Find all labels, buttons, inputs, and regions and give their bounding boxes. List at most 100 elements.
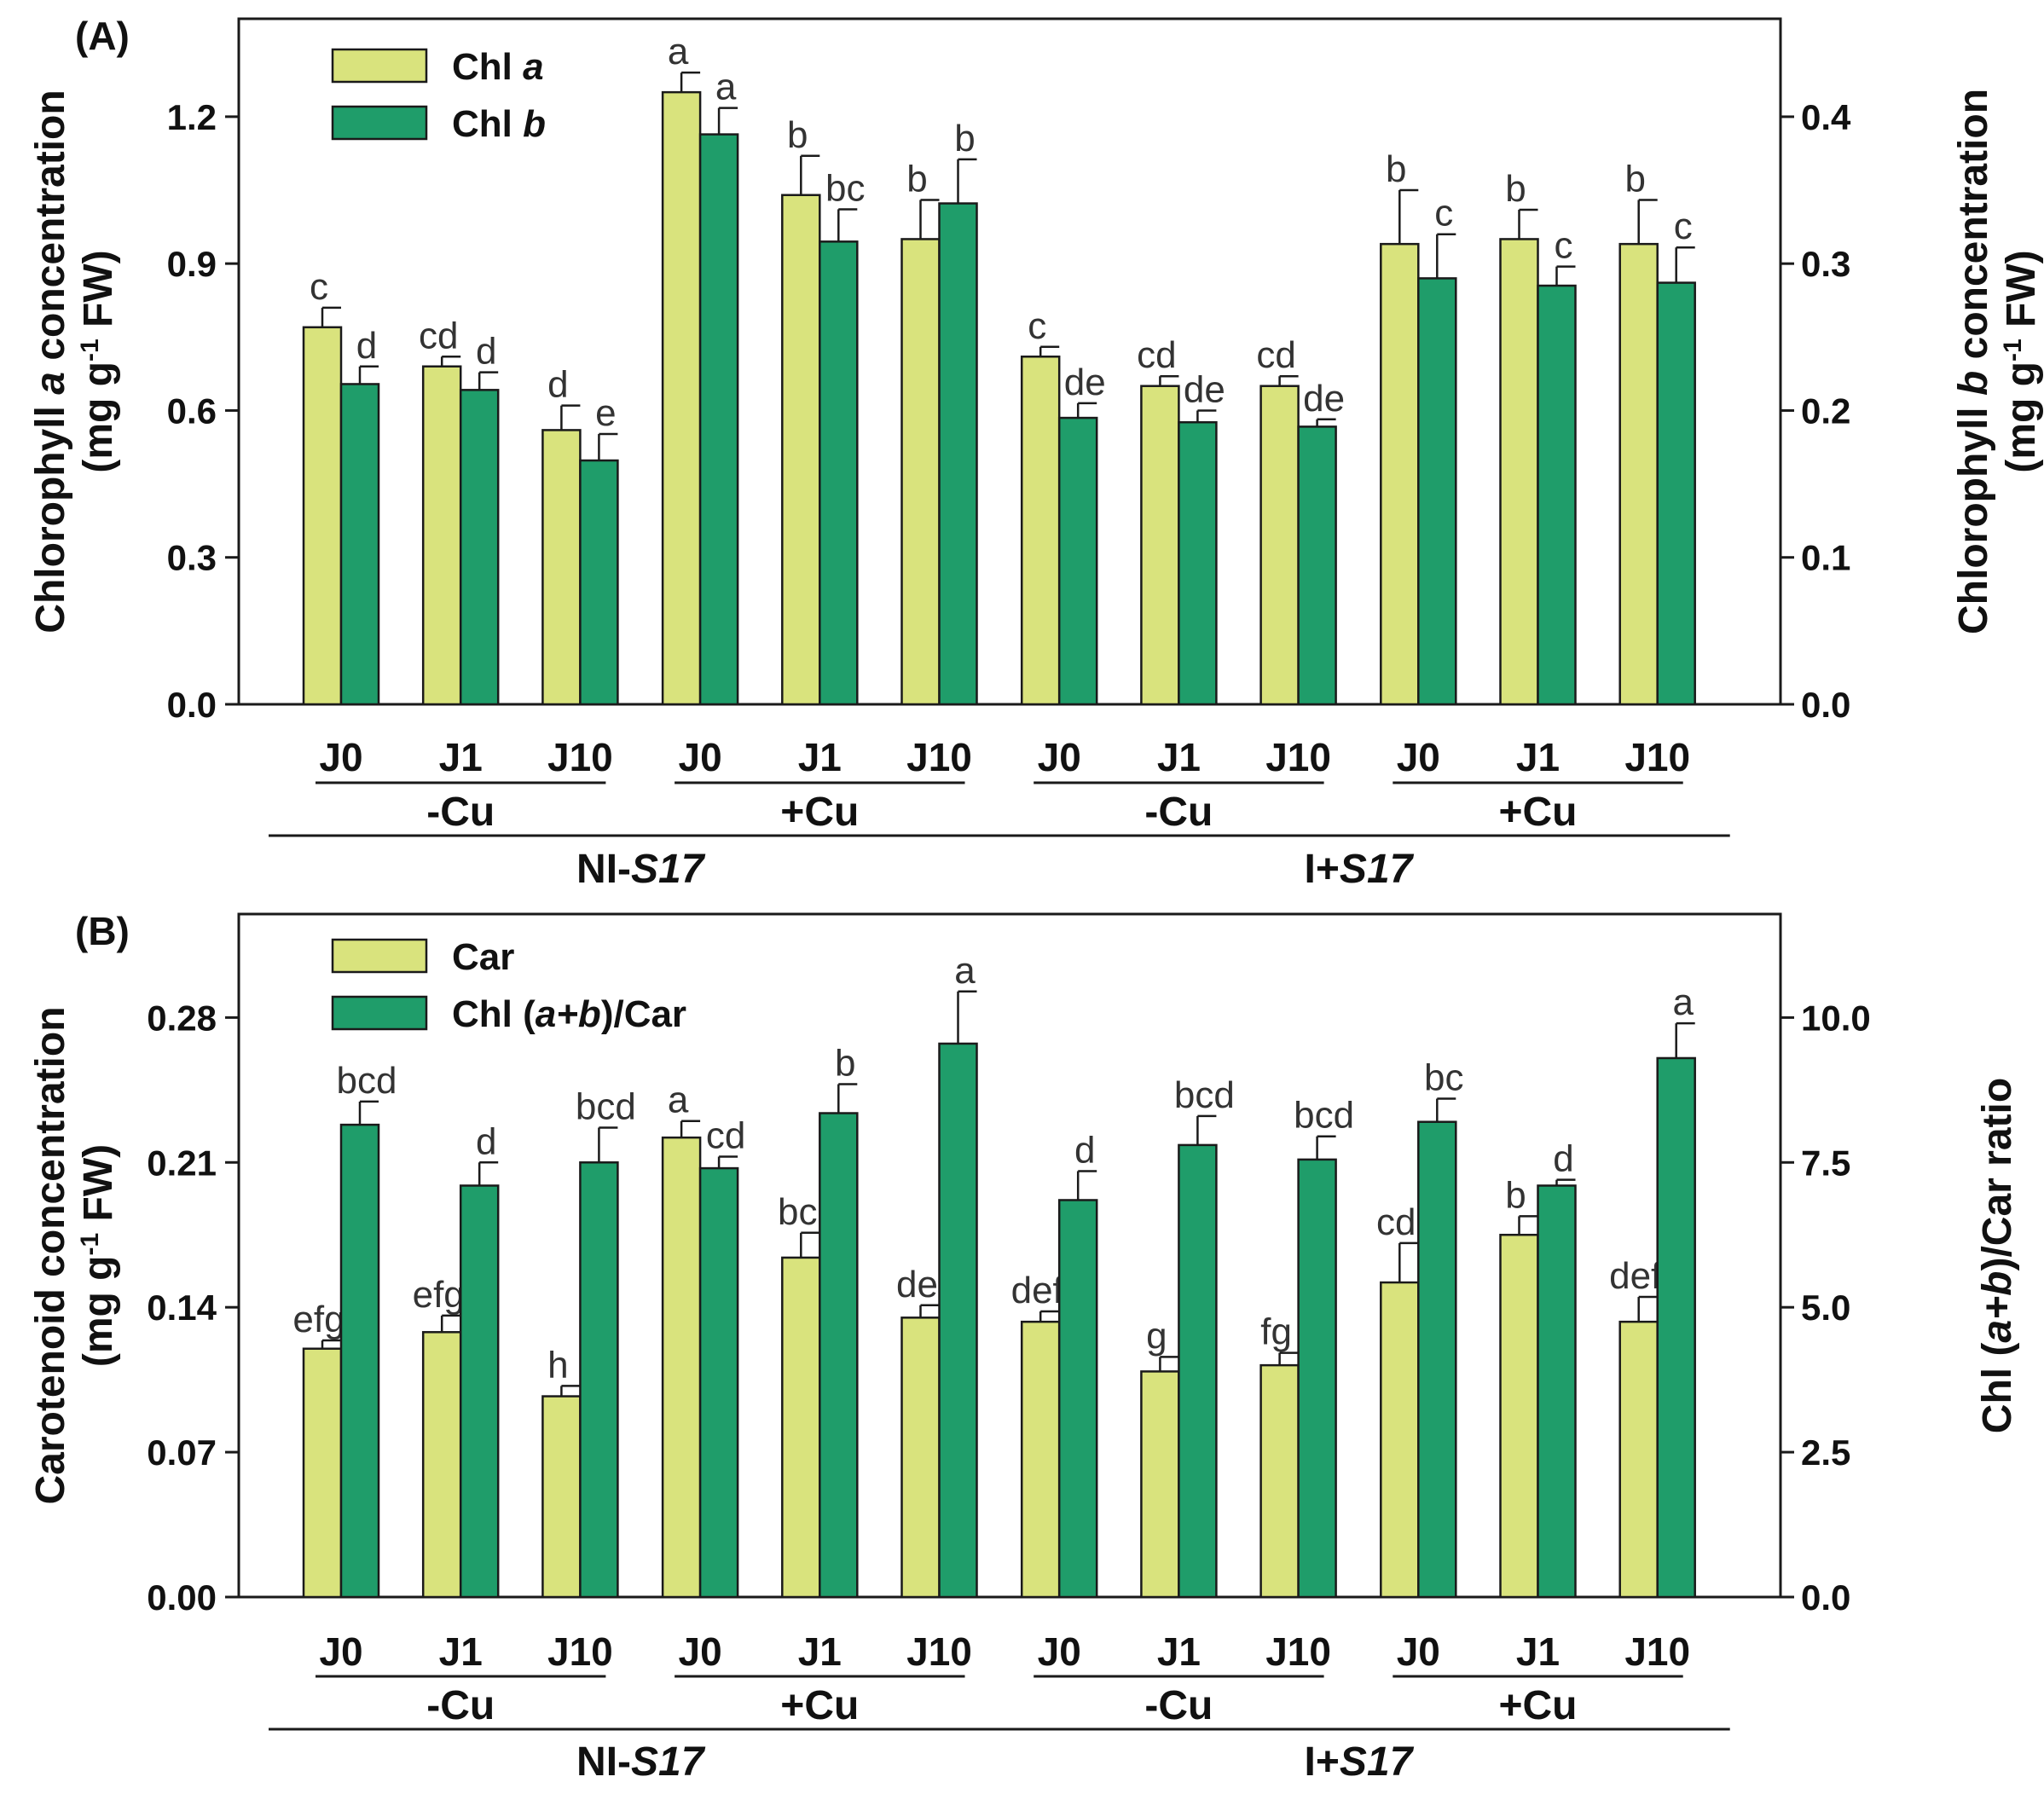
bar-series2 (698, 1166, 739, 1599)
category-label: J1 (439, 735, 483, 779)
significance-letter: cd (1137, 334, 1176, 376)
category-label: J10 (906, 1629, 972, 1674)
y-tick-label-right: 2.5 (1801, 1432, 1850, 1473)
significance-letter: bc (1424, 1057, 1463, 1099)
y-tick-label-left: 0.00 (147, 1577, 217, 1617)
bar-series2 (819, 240, 859, 706)
bar-series2 (1656, 1056, 1696, 1599)
cu-group-label: -Cu (1144, 1683, 1213, 1728)
y-axis-title-left-line2: (mg g-1 FW) (76, 250, 122, 472)
significance-letter: cd (1256, 334, 1295, 376)
legend-label: Car (452, 936, 514, 978)
significance-letter: bcd (337, 1060, 397, 1102)
bar-series2 (339, 383, 380, 706)
bar-series1 (1140, 1370, 1180, 1599)
bar-series2 (1537, 1184, 1577, 1599)
category-label: J10 (1265, 1629, 1331, 1674)
panel-label: (B) (75, 909, 130, 953)
bar-series2 (1057, 1199, 1098, 1599)
bar-series2 (1297, 1158, 1337, 1599)
y-tick-label-left: 0.9 (167, 244, 217, 284)
significance-letter: de (1303, 378, 1345, 420)
category-label: J10 (906, 735, 972, 779)
cu-group-label: -Cu (426, 790, 495, 835)
bar-series1 (1499, 1233, 1539, 1599)
strain-group-label: I+S17 (1305, 847, 1415, 892)
significance-letter: d (547, 364, 568, 406)
bar-series1 (1618, 242, 1659, 706)
bar-series1 (900, 238, 941, 706)
legend-label: Chl (a+b)/Car (452, 993, 686, 1035)
significance-letter: de (896, 1264, 938, 1305)
significance-letter: bcd (1174, 1074, 1235, 1116)
significance-letter: c (310, 266, 328, 308)
significance-letter: d (476, 331, 496, 373)
significance-letter: c (1674, 205, 1693, 247)
bar-series1 (1020, 356, 1061, 706)
chart-panel-b: (B) 0.00 0.07 0.14 0.21 0.28 0.0 2.5 5.0 7.5 10.0 C… (28, 909, 2020, 1785)
plot-frame (237, 17, 1782, 706)
strain-group-label: I+S17 (1305, 1739, 1415, 1785)
strain-group-label: NI-S17 (576, 847, 706, 892)
bar-series2 (459, 389, 500, 706)
y-axis-title-right-line1: Chlorophyll b concentration (1951, 89, 1996, 634)
bar-series2 (698, 133, 739, 706)
cu-group-label: +Cu (1498, 1683, 1577, 1728)
bar-series2 (1417, 277, 1457, 706)
y-tick-label-right: 0.4 (1801, 97, 1851, 137)
bar-series1 (1380, 242, 1420, 706)
y-tick-label-left: 0.3 (167, 538, 217, 578)
chart-panel-a: (A) 0.0 0.3 0.6 0.9 1.2 0.0 0.1 0.2 0.3 0.4 Chlorop… (28, 14, 2044, 892)
y-tick-label-right: 0.1 (1801, 538, 1850, 578)
bar-series1 (541, 1395, 582, 1599)
bar-series2 (938, 1042, 978, 1599)
y-tick-label-left: 0.28 (147, 998, 217, 1038)
bar-series1 (1380, 1281, 1420, 1599)
y-tick-label-right: 5.0 (1801, 1288, 1850, 1328)
y-axis-title-left: Carotenoid concentration (mg g-1 FW) (28, 1006, 121, 1504)
significance-letter: b (1624, 158, 1645, 200)
y-axis-title-left: Chlorophyll a concentration(mg g-1 FW) (28, 90, 121, 633)
y-tick-label-left: 1.2 (167, 97, 217, 137)
y-tick-label-left: 0.6 (167, 391, 217, 431)
significance-letter: c (1028, 305, 1046, 347)
legend-label: Chl b (452, 103, 546, 145)
y-tick-label-left: 0.21 (147, 1143, 217, 1183)
significance-letter: bcd (1294, 1095, 1354, 1137)
significance-letter: def (1609, 1255, 1662, 1297)
bar-series1 (661, 1136, 702, 1599)
category-label: J0 (319, 735, 362, 779)
significance-letter: bc (825, 167, 865, 209)
cu-group-label: +Cu (780, 790, 859, 835)
significance-letter: a (715, 67, 737, 108)
significance-letter: cd (1376, 1201, 1416, 1243)
bar-series1 (541, 429, 582, 706)
y-tick-label-right: 7.5 (1801, 1143, 1850, 1183)
legend-swatch (331, 48, 428, 84)
significance-letter: a (1672, 981, 1694, 1023)
category-label: J1 (439, 1629, 483, 1674)
strain-group-label: NI-S17 (576, 1739, 706, 1785)
bar-series1 (661, 90, 702, 706)
significance-letter: d (476, 1120, 496, 1162)
y-tick-label-left: 0.0 (167, 685, 217, 725)
bar-series1 (302, 326, 343, 706)
y-tick-label-right: 0.0 (1801, 685, 1850, 725)
bar-series2 (1178, 1143, 1218, 1599)
significance-letter: e (595, 392, 616, 434)
bar-series1 (781, 194, 821, 706)
bar-series1 (421, 1331, 462, 1599)
bar-series1 (1499, 238, 1539, 706)
y-tick-label-right: 10.0 (1801, 998, 1871, 1038)
bar-series2 (1297, 425, 1337, 706)
category-label: J1 (798, 735, 842, 779)
bar-series1 (781, 1256, 821, 1599)
bar-series1 (1140, 385, 1180, 706)
category-label: J0 (679, 735, 722, 779)
significance-letter: de (1064, 362, 1106, 403)
category-label: J1 (1157, 1629, 1201, 1674)
significance-letter: a (954, 950, 976, 992)
bar-series2 (1656, 281, 1696, 706)
category-label: J0 (319, 1629, 362, 1674)
